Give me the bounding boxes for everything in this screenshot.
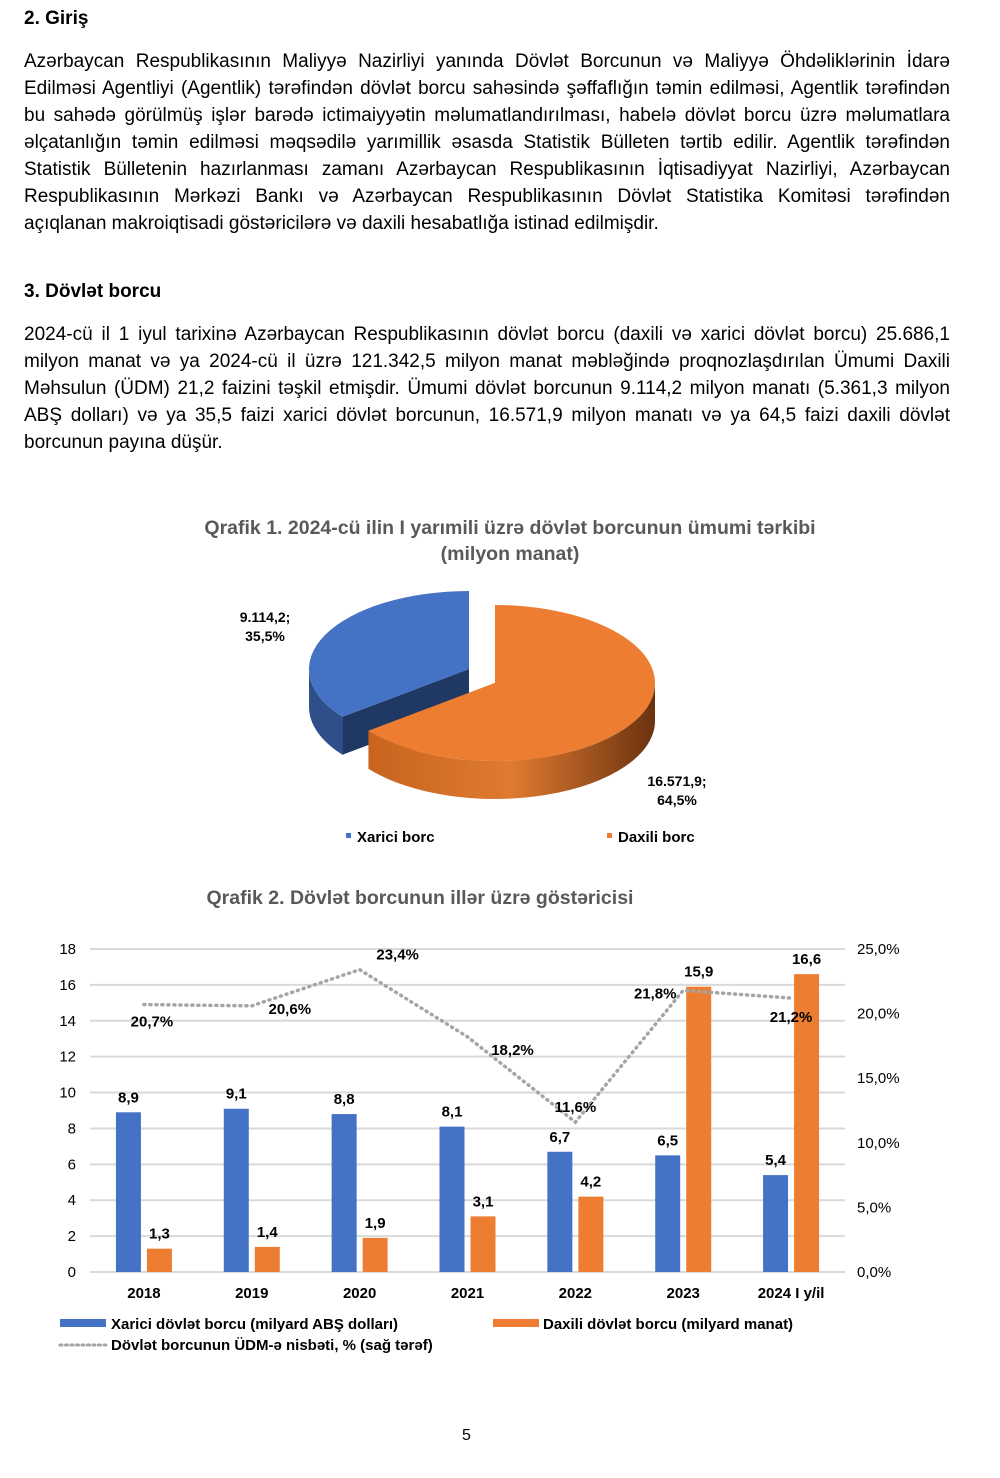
pie-label-external-percent: 35,5% (245, 628, 285, 644)
bar-label-external: 6,7 (549, 1129, 570, 1146)
bar-external (763, 1175, 789, 1272)
x-tick: 2018 (127, 1285, 160, 1302)
bar-label-external: 8,8 (334, 1091, 355, 1108)
bar-label-external: 5,4 (765, 1152, 787, 1169)
bar-domestic (254, 1246, 280, 1272)
bar-external (115, 1112, 141, 1272)
legend-domestic: Daxili dövlət borcu (milyard manat) (543, 1316, 793, 1333)
bar-domestic (578, 1196, 604, 1272)
bar-external (439, 1126, 465, 1272)
pie-slice-side (309, 669, 343, 755)
x-tick: 2019 (235, 1285, 268, 1302)
pie-chart: 9.114,2; 35,5% 16.571,9; 64,5% Xarici bo… (240, 591, 707, 846)
bar-label-external: 8,9 (118, 1089, 139, 1106)
y-right-tick: 20,0% (857, 1006, 900, 1023)
bar-label-domestic: 15,9 (684, 964, 713, 981)
pie-slice-external (309, 591, 469, 717)
bar-label-domestic: 1,4 (257, 1224, 279, 1241)
bar-domestic (146, 1248, 172, 1272)
pie-label-domestic-percent: 64,5% (657, 792, 697, 808)
bar-label-external: 9,1 (226, 1086, 247, 1103)
bar-label-external: 6,5 (657, 1132, 678, 1149)
y-left-tick: 12 (59, 1049, 76, 1066)
pie-title-line1: Qrafik 1. 2024-cü ilin I yarımili üzrə d… (204, 517, 816, 539)
y-left-tick: 4 (68, 1192, 76, 1209)
y-left-tick: 18 (59, 941, 76, 958)
pie-slice-side (368, 683, 655, 799)
bar-external (223, 1108, 249, 1272)
x-tick: 2023 (667, 1285, 700, 1302)
y-left-tick: 0 (68, 1264, 76, 1281)
ratio-label: 20,7% (131, 1014, 174, 1031)
ratio-line (142, 967, 793, 1125)
bar-external (655, 1155, 681, 1272)
pie-label-domestic-value: 16.571,9; (647, 773, 706, 789)
ratio-label: 21,2% (770, 1009, 813, 1026)
legend-swatch-external (60, 1319, 106, 1327)
y-left-tick: 10 (59, 1085, 76, 1102)
y-left-tick: 8 (68, 1120, 76, 1137)
bar-external (547, 1151, 573, 1272)
x-tick: 2020 (343, 1285, 376, 1302)
pie-legend-external: Xarici borc (357, 829, 435, 846)
legend-external: Xarici dövlət borcu (milyard ABŞ dolları… (111, 1316, 398, 1333)
bar-label-domestic: 1,9 (365, 1215, 386, 1232)
x-tick: 2022 (559, 1285, 592, 1302)
pie-chart-title: Qrafik 1. 2024-cü ilin I yarımili üzrə d… (100, 515, 920, 567)
pie-legend-swatch-external (346, 833, 351, 838)
bar-label-domestic: 3,1 (473, 1193, 494, 1210)
y-right-tick: 10,0% (857, 1135, 900, 1152)
bar-legend: Xarici dövlət borcu (milyard ABŞ dolları… (58, 1316, 793, 1354)
page-number: 5 (462, 1427, 471, 1444)
state-debt-paragraph: 2024-cü il 1 iyul tarixinə Azərbaycan Re… (24, 324, 950, 453)
introduction-paragraph: Azərbaycan Respublikasının Maliyyə Nazir… (24, 51, 950, 234)
legend-swatch-domestic (493, 1319, 539, 1327)
y-left-tick: 6 (68, 1156, 76, 1173)
ratio-label: 18,2% (491, 1042, 534, 1059)
y-left-tick: 16 (59, 977, 76, 994)
legend-ratio: Dövlət borcunun ÜDM-ə nisbəti, % (sağ tə… (111, 1337, 433, 1354)
y-left-tick: 14 (59, 1013, 76, 1030)
y-left-tick: 2 (68, 1228, 76, 1245)
bar-domestic (794, 974, 820, 1272)
pie-legend-swatch-domestic (607, 833, 612, 838)
x-tick: 2021 (451, 1285, 484, 1302)
pie-title-line2: (milyon manat) (440, 543, 580, 565)
ratio-label: 20,6% (269, 1001, 312, 1018)
bar-domestic (362, 1237, 388, 1272)
pie-slice-domestic (368, 605, 655, 761)
x-tick: 2024 I y/il (758, 1285, 825, 1302)
pie-legend-domestic: Daxili borc (618, 829, 695, 846)
ratio-label: 23,4% (376, 947, 419, 964)
bar-chart-title: Qrafik 2. Dövlət borcunun illər üzrə gös… (206, 887, 634, 909)
bar-label-external: 8,1 (442, 1104, 463, 1121)
y-right-tick: 0,0% (857, 1264, 891, 1281)
bar-label-domestic: 16,6 (792, 951, 821, 968)
section-heading-state-debt: 3. Dövlət borcu (24, 281, 162, 302)
bar-domestic (686, 986, 712, 1272)
bar-external (331, 1114, 357, 1272)
y-right-tick: 5,0% (857, 1199, 891, 1216)
ratio-label: 11,6% (554, 1099, 596, 1116)
pie-label-external-value: 9.114,2; (240, 609, 291, 625)
bar-chart: 0 2 4 6 8 10 12 14 16 18 0,0% 5,0% 10,0% 15,0% 20,0% 25… (58, 941, 900, 1354)
y-right-tick: 15,0% (857, 1070, 900, 1087)
y-right-tick: 25,0% (857, 941, 900, 958)
bar-domestic (470, 1216, 496, 1272)
bar-label-domestic: 4,2 (580, 1174, 601, 1191)
bar-label-domestic: 1,3 (149, 1226, 170, 1243)
section-heading-introduction: 2. Giriş (24, 8, 89, 29)
ratio-label: 21,8% (634, 985, 677, 1002)
